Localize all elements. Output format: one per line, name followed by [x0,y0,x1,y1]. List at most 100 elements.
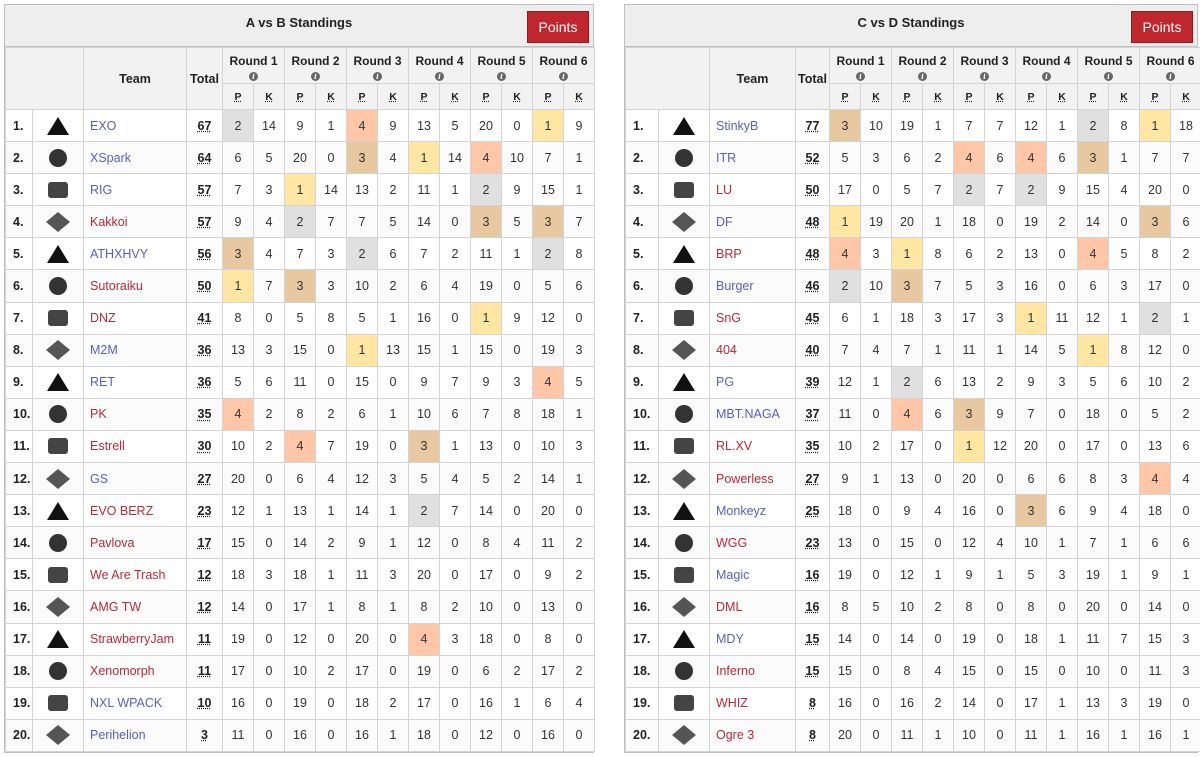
team-name-link[interactable]: SnG [709,301,796,335]
header-kills[interactable]: K [563,83,595,110]
total-points: 23 [795,526,830,560]
team-name-link[interactable]: StinkyB [709,108,796,143]
team-name-link[interactable]: Inferno [709,654,796,688]
info-icon[interactable]: i [559,71,568,81]
team-name-link[interactable]: 404 [709,333,796,367]
team-name-link[interactable]: EVO BERZ [83,494,187,528]
rank-cell: 10. [625,397,659,431]
team-name-link[interactable]: WGG [709,526,796,560]
info-icon[interactable]: i [249,71,258,81]
team-name-link[interactable]: MDY [709,622,796,656]
team-logo-cell [32,365,84,399]
header-total[interactable]: Total [186,47,223,110]
team-name-link[interactable]: LU [709,173,796,207]
header-placement[interactable]: P [470,83,502,110]
team-name-link[interactable]: Estrell [83,429,187,464]
team-name-link[interactable]: RL.XV [709,429,796,464]
header-round-1: Round 1 i [222,47,285,84]
header-kills[interactable]: K [377,83,409,110]
team-name-link[interactable]: Monkeyz [709,494,796,528]
kills-cell: 6 [922,397,954,431]
header-kills[interactable]: K [439,83,471,110]
placement-cell: 8 [829,590,861,624]
team-name-link[interactable]: M2M [83,333,187,367]
team-logo-cell [32,333,84,367]
placement-cell: 19 [470,269,502,303]
team-name-link[interactable]: PK [83,397,187,431]
info-icon[interactable]: i [497,71,506,81]
monkeyz-logo [673,501,695,520]
team-name-link[interactable]: GS [83,462,187,496]
rank-cell: 8. [625,333,659,367]
team-name-link[interactable]: AMG TW [83,590,187,624]
header-kills[interactable]: K [860,83,892,110]
team-name-link[interactable]: WHIZ [709,686,796,720]
header-placement[interactable]: P [1015,83,1047,110]
team-name-link[interactable]: Xenomorph [83,654,187,688]
kills-cell: 0 [984,205,1016,239]
info-icon[interactable]: i [1104,71,1113,81]
header-kills[interactable]: K [1170,83,1200,110]
info-icon[interactable]: i [918,71,927,81]
team-name-link[interactable]: DML [709,590,796,624]
info-icon[interactable]: i [435,71,444,81]
points-button[interactable]: Points [1131,11,1193,43]
team-name-link[interactable]: Powerless [709,462,796,496]
team-name-link[interactable]: EXO [83,108,187,143]
info-icon[interactable]: i [373,71,382,81]
team-name-link[interactable]: Sutoraiku [83,269,187,303]
total-points: 8 [795,718,830,752]
team-name-link[interactable]: XSpark [83,141,187,175]
team-name-link[interactable]: NXL WPACK [83,686,187,720]
header-kills[interactable]: K [984,83,1016,110]
team-name-link[interactable]: Kakkoi [83,205,187,239]
header-placement[interactable]: P [346,83,378,110]
team-name-link[interactable]: ITR [709,141,796,175]
header-placement[interactable]: P [222,83,254,110]
kills-cell: 6 [1046,141,1078,175]
info-icon[interactable]: i [980,71,989,81]
header-placement[interactable]: P [1139,83,1171,110]
header-kills[interactable]: K [1046,83,1078,110]
header-total[interactable]: Total [795,47,830,110]
team-name-link[interactable]: BRP [709,237,796,271]
team-logo-cell [32,494,84,528]
kills-cell: 0 [439,654,471,688]
header-placement[interactable]: P [532,83,564,110]
header-placement[interactable]: P [1077,83,1109,110]
strawberryjam-logo [47,630,69,649]
team-name-link[interactable]: StrawberryJam [83,622,187,656]
team-name-link[interactable]: DF [709,205,796,239]
team-name-link[interactable]: Perihelion [83,718,187,752]
team-name-link[interactable]: RET [83,365,187,399]
team-name-link[interactable]: DNZ [83,301,187,335]
team-name-link[interactable]: We Are Trash [83,558,187,592]
team-name-link[interactable]: ATHXHVY [83,237,187,271]
header-kills[interactable]: K [501,83,533,110]
header-kills[interactable]: K [1108,83,1140,110]
team-name-link[interactable]: PG [709,365,796,399]
header-kills[interactable]: K [315,83,347,110]
rank-cell: 13. [625,494,659,528]
header-placement[interactable]: P [284,83,316,110]
points-button[interactable]: Points [527,11,589,43]
header-placement[interactable]: P [408,83,440,110]
table-row: 11. RL.XV 35 10 2 17 0 1 12 20 0 17 0 13 6 [625,429,1200,464]
header-placement[interactable]: P [953,83,985,110]
info-icon[interactable]: i [311,71,320,81]
info-icon[interactable]: i [1042,71,1051,81]
header-placement[interactable]: P [829,83,861,110]
info-icon[interactable]: i [856,71,865,81]
header-kills[interactable]: K [922,83,954,110]
placement-cell: 13 [953,365,985,399]
placement-cell: 14 [532,462,564,496]
team-name-link[interactable]: RIG [83,173,187,207]
team-name-link[interactable]: MBT.NAGA [709,397,796,431]
team-name-link[interactable]: Ogre 3 [709,718,796,752]
info-icon[interactable]: i [1166,71,1175,81]
team-name-link[interactable]: Burger [709,269,796,303]
header-kills[interactable]: K [253,83,285,110]
team-name-link[interactable]: Pavlova [83,526,187,560]
header-placement[interactable]: P [891,83,923,110]
team-name-link[interactable]: Magic [709,558,796,592]
